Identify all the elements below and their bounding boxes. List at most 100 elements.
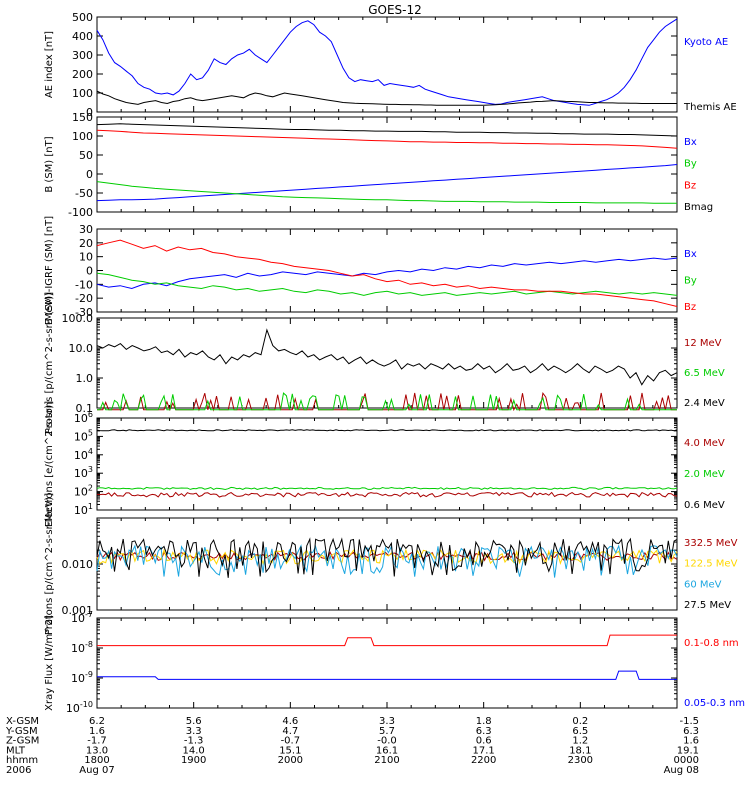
legend-entry: Kyoto AE (684, 37, 728, 48)
footer-value: 1.2 (572, 736, 588, 747)
y-tick-label: -20 (75, 292, 93, 305)
legend-entry: Bz (684, 302, 696, 313)
footer-value: 1.6 (89, 726, 105, 737)
y-tick-label: 0.010 (62, 558, 94, 571)
y-axis-label: Protons [p/(cm^2-s-sr-MeV)] (44, 292, 55, 434)
y-tick-label: 0 (86, 168, 93, 181)
panel-frame (96, 317, 678, 409)
y-tick-label: 106 (74, 410, 93, 425)
footer-value: 5.7 (379, 726, 395, 737)
y-tick-label: 104 (74, 447, 93, 462)
footer-value: Aug 07 (79, 765, 114, 776)
y-tick-label: 10 (79, 251, 93, 264)
footer-value: 0.6 (476, 736, 492, 747)
y-tick-label: 500 (72, 11, 93, 24)
series-line (96, 551, 678, 562)
series-line (96, 164, 678, 202)
series-line (97, 634, 677, 647)
panel-frame (96, 617, 678, 709)
footer-value: -0.7 (281, 736, 301, 747)
footer-value: 2200 (471, 755, 496, 766)
y-tick-label: -50 (75, 187, 93, 200)
y-tick-label: 0 (86, 265, 93, 278)
series-line (97, 392, 677, 412)
panel-4: 0.1 1.0 10.0 100.0 Protons [p/(cm^2-s-sr-MeV… (44, 292, 725, 434)
legend-entry: By (684, 276, 697, 287)
footer-value: 18.1 (569, 745, 591, 756)
footer-value: 0.2 (572, 716, 588, 727)
series-line (96, 272, 678, 296)
footer-value: 0000 (674, 755, 699, 766)
y-tick-label: 101 (74, 502, 93, 517)
y-tick-label: 0.1 (76, 402, 94, 415)
legend-entry: Bx (684, 137, 697, 148)
y-tick-label: 20 (79, 237, 93, 250)
footer-value: 6.2 (89, 716, 105, 727)
panel-1: 0 100 200 300 400 500 AE index [nT] Kyoto AE The… (44, 11, 737, 119)
y-axis-label: AE index [nT] (44, 31, 55, 98)
legend-entry: 4.0 MeV (684, 438, 725, 449)
footer-value: 1800 (84, 755, 109, 766)
series-line (96, 18, 678, 106)
panel-5: 101 102 103 104 105 106 Electrons [e/(cm^2-s-s… (44, 401, 725, 527)
legend-entry: By (684, 159, 697, 170)
footer-value: 16.1 (376, 745, 398, 756)
footer-value: 19.1 (677, 745, 699, 756)
legend-entry: 12 MeV (684, 338, 722, 349)
footer-value: 6.3 (683, 726, 699, 737)
footer-value: 4.6 (282, 716, 298, 727)
footer-value: 2100 (374, 755, 399, 766)
y-tick-label: 105 (74, 428, 93, 443)
footer-value: 1.8 (476, 716, 492, 727)
footer-value: 2300 (568, 755, 593, 766)
legend-entry: 0.1-0.8 nm (684, 638, 739, 649)
legend-entry: 2.0 MeV (684, 469, 725, 480)
series-line (96, 537, 678, 578)
y-tick-label: 10-9 (71, 670, 93, 685)
y-axis-label: Protons [p/(cm^2-s-sr-MeV)] (44, 493, 55, 635)
footer-value: 1.6 (683, 736, 699, 747)
series-line (96, 486, 678, 491)
y-tick-label: -100 (68, 206, 93, 219)
series-line (96, 123, 678, 137)
y-tick-label: 100 (72, 87, 93, 100)
panel-2: -100 -50 0 50 100 150 B (SM) [nT] Bx By Bz Bmag (44, 111, 713, 219)
panel-frame (96, 517, 678, 611)
y-axis-label: B (SM)-IGRF (SM) [nT] (44, 216, 55, 325)
footer-value: -1.3 (184, 736, 204, 747)
footer-value: 13.0 (86, 745, 108, 756)
ephemeris-footer: X-GSMY-GSMZ-GSMMLThhmm20066.21.6-1.713.0… (5, 716, 699, 776)
legend-entry: Bmag (684, 202, 713, 213)
legend-entry: Bz (684, 180, 696, 191)
footer-value: 6.5 (572, 726, 588, 737)
footer-value: 17.1 (473, 745, 495, 756)
legend-entry: 122.5 MeV (684, 559, 738, 570)
footer-row-label: X-GSM (6, 716, 39, 727)
series-line (96, 239, 678, 307)
series-line (96, 257, 678, 290)
y-tick-label: 100.0 (62, 312, 94, 325)
legend-entry: Themis AE (683, 102, 737, 113)
legend-entry: 332.5 MeV (684, 538, 738, 549)
panel-6: 0.001 0.010 Protons [p/(cm^2-s-sr-MeV)] 332… (44, 493, 738, 635)
panel-7: 10-10 10-9 10-8 10-7 Xray Flux [W/m^2] 0.1-0.… (44, 610, 745, 715)
y-tick-label: -10 (75, 278, 93, 291)
series-line (96, 129, 678, 149)
footer-row-label: hhmm (6, 755, 38, 766)
y-tick-label: 100 (72, 130, 93, 143)
series-line (96, 328, 678, 386)
series-line (96, 90, 677, 106)
legend-entry: 0.6 MeV (684, 500, 725, 511)
y-tick-label: -30 (75, 306, 93, 319)
y-tick-label: 30 (79, 223, 93, 236)
y-tick-label: 150 (72, 111, 93, 124)
series-line (96, 429, 678, 432)
y-tick-label: 102 (74, 484, 93, 499)
footer-value: -1.5 (679, 716, 699, 727)
footer-value: 2000 (278, 755, 303, 766)
panel-frame (96, 16, 678, 113)
y-tick-label: 1.0 (76, 372, 94, 385)
